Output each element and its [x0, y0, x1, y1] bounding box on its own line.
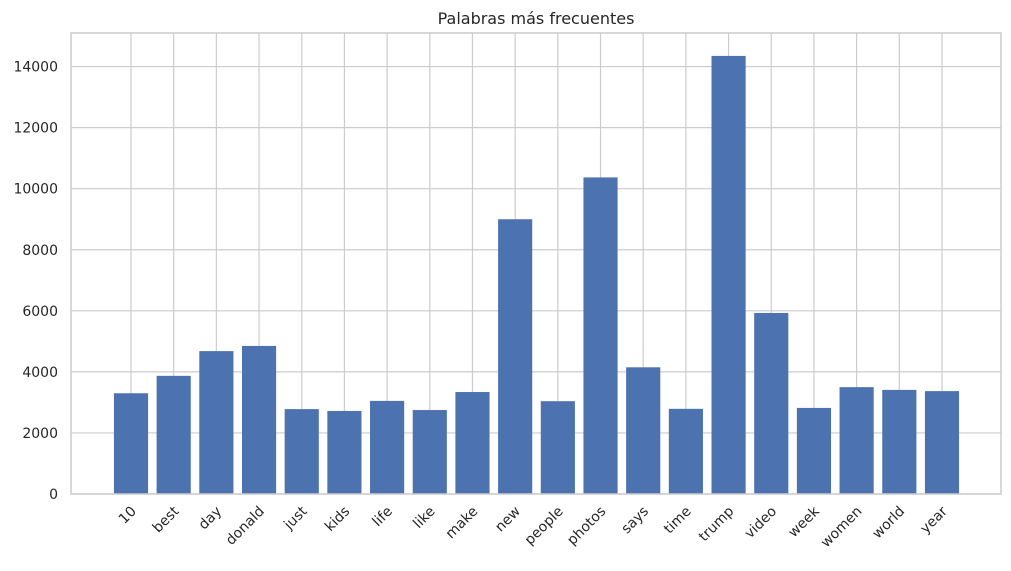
bar-donald [241, 345, 277, 494]
x-tick-label: life [370, 504, 396, 530]
y-tick-label: 8000 [22, 243, 58, 259]
bar-video [754, 312, 789, 494]
bar-like [412, 410, 447, 494]
bar-photos [583, 177, 618, 495]
x-tick-label: trump [696, 503, 738, 545]
x-tick-label: world [870, 504, 909, 543]
x-tick-label: just [280, 503, 310, 533]
bar-life [370, 400, 405, 494]
y-tick-label: 0 [49, 487, 58, 503]
x-tick-label: like [410, 504, 438, 532]
bars [113, 55, 960, 495]
x-tick-label: day [196, 504, 226, 534]
bar-new [498, 219, 533, 494]
bar-just [284, 409, 319, 494]
y-tick-label: 6000 [22, 304, 58, 320]
x-tick-label: donald [223, 504, 268, 549]
x-tick-label: women [818, 504, 865, 551]
x-tick-label: kids [322, 504, 353, 535]
bar-day [199, 351, 234, 494]
axes-frame [70, 32, 1002, 495]
x-tick-label: best [150, 503, 183, 536]
bar-world [882, 389, 917, 494]
x-tick-label: people [522, 504, 567, 549]
bar-trump [711, 55, 746, 495]
y-tick-label: 12000 [13, 121, 58, 137]
bar-says [626, 367, 661, 494]
bar-women [839, 387, 874, 494]
x-tick-label: time [661, 504, 695, 538]
bar-year [924, 391, 960, 494]
bar-best [156, 375, 191, 494]
plot-frame [70, 32, 1002, 495]
x-tick-label: year [917, 503, 951, 537]
bar-kids [327, 410, 362, 494]
y-tick-label: 14000 [13, 60, 58, 76]
y-tick-labels: 0 2000 4000 6000 8000 10000 12000 14000 [13, 60, 58, 503]
y-tick-label: 10000 [13, 182, 58, 198]
x-tick-label: new [492, 504, 524, 536]
x-tick-label: photos [564, 504, 609, 549]
bar-time [668, 408, 703, 494]
bar-10 [113, 393, 149, 494]
chart-title: Palabras más frecuentes [438, 9, 635, 28]
x-tick-label: make [443, 504, 482, 543]
x-tick-label: week [785, 503, 823, 541]
bar-people [540, 401, 575, 494]
bar-week [796, 407, 832, 494]
y-tick-label: 4000 [22, 365, 58, 381]
x-tick-label: video [742, 504, 780, 542]
y-tick-label: 2000 [22, 426, 58, 442]
bar-make [455, 392, 490, 494]
x-tick-label: says [618, 504, 652, 538]
x-tick-label: 10 [116, 504, 140, 528]
